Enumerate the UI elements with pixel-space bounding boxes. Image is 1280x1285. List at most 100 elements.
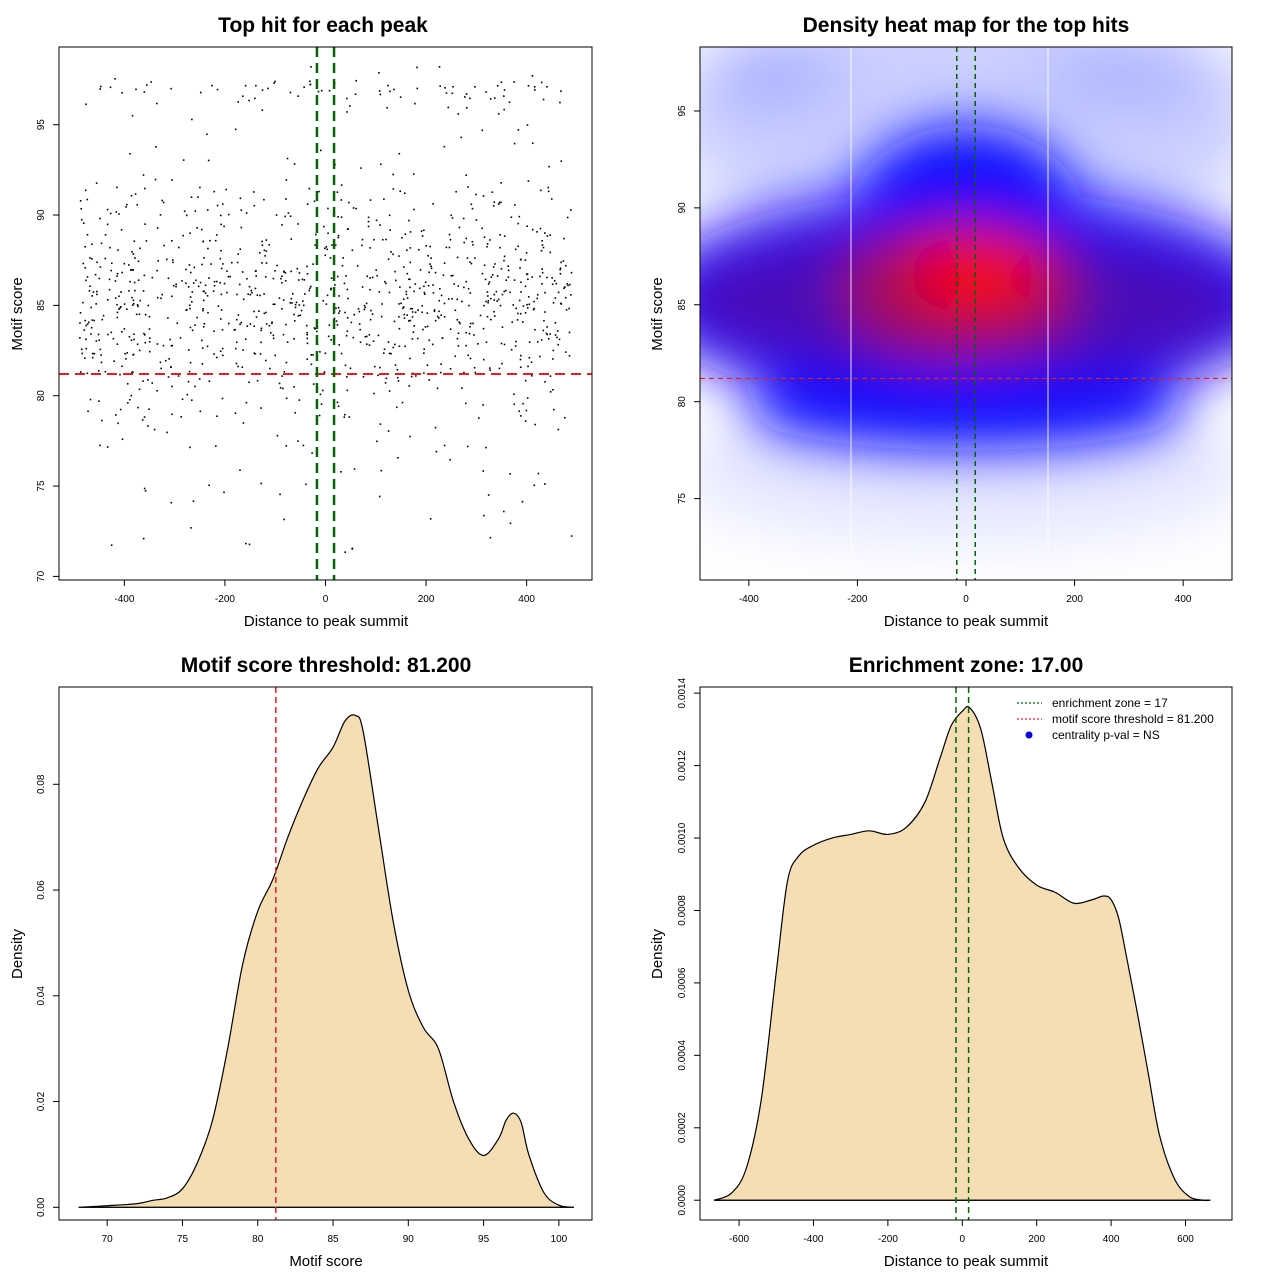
scatter-point [481, 129, 484, 132]
scatter-point [421, 311, 424, 314]
scatter-point [363, 304, 366, 307]
distance-density-xtick-label: 200 [1028, 1234, 1045, 1245]
scatter-point [540, 249, 543, 252]
scatter-point [390, 251, 392, 253]
scatter-point [487, 299, 490, 302]
scatter-point [551, 283, 554, 286]
scatter-point [327, 207, 329, 210]
scatter-point [85, 103, 87, 106]
scatter-point [290, 270, 292, 273]
score-density-xtick-label: 90 [403, 1234, 415, 1245]
scatter-point [430, 265, 432, 268]
scatter-point [162, 201, 165, 204]
heatmap-xtick-label: -400 [739, 594, 759, 605]
scatter-point [210, 263, 212, 265]
scatter-point [499, 234, 501, 236]
scatter-point [360, 167, 362, 169]
scatter-point [531, 228, 534, 231]
scatter-point [297, 440, 299, 442]
score-density-xlabel: Motif score [289, 1253, 362, 1270]
scatter-point [541, 283, 543, 285]
scatter-point [438, 66, 441, 68]
scatter-point [160, 297, 162, 300]
scatter-point [541, 244, 544, 246]
scatter-point [206, 133, 208, 136]
scatter-point [249, 323, 252, 325]
scatter-point [203, 323, 206, 325]
scatter-point [260, 341, 262, 344]
scatter-point [570, 271, 573, 274]
scatter-point [138, 313, 141, 316]
scatter-point [161, 199, 164, 202]
scatter-point [343, 416, 346, 419]
scatter-point [557, 291, 560, 294]
scatter-point [250, 289, 253, 292]
scatter-point [359, 328, 361, 331]
scatter-point [131, 304, 134, 306]
scatter-point [481, 272, 484, 275]
scatter-point [530, 361, 533, 364]
scatter-point [384, 382, 387, 384]
scatter-point [362, 375, 365, 378]
scatter-point [89, 398, 92, 401]
scatter-point [139, 299, 141, 302]
scatter-point [278, 382, 281, 385]
scatter-point [469, 325, 471, 328]
scatter-point [168, 358, 170, 360]
scatter-point [568, 331, 571, 334]
heatmap-xtick-label: -200 [847, 594, 867, 605]
scatter-point [221, 347, 224, 350]
scatter-point [487, 301, 489, 304]
scatter-point [402, 306, 405, 308]
scatter-point [170, 345, 173, 347]
scatter-point [121, 438, 124, 441]
scatter-point [336, 191, 339, 194]
scatter-point [417, 248, 420, 251]
distance-density-xtick-label: -200 [878, 1234, 898, 1245]
scatter-point [309, 287, 311, 290]
scatter-point [443, 145, 446, 148]
scatter-point [369, 277, 371, 279]
scatter-point [99, 217, 101, 220]
scatter-point [235, 362, 238, 365]
scatter-point [492, 266, 495, 268]
scatter-point [206, 345, 209, 348]
scatter-point [144, 341, 147, 344]
scatter-point [237, 314, 240, 316]
scatter-point [542, 98, 545, 101]
scatter-point [173, 284, 175, 287]
scatter-point [216, 356, 218, 359]
scatter-point [206, 295, 209, 297]
scatter-point [322, 299, 325, 302]
scatter-point [219, 281, 221, 284]
scatter-point [230, 261, 233, 264]
scatter-point [533, 307, 536, 310]
scatter-point [192, 282, 195, 284]
scatter-point [259, 353, 262, 355]
scatter-point [393, 88, 395, 91]
scatter-point [96, 261, 98, 264]
scatter-point [271, 321, 273, 324]
scatter-point [366, 275, 369, 278]
scatter-point [313, 200, 316, 203]
scatter-point [378, 72, 380, 74]
scatter-point [402, 298, 405, 300]
scatter-point [471, 207, 474, 210]
scatter-point [507, 276, 510, 278]
scatter-point [171, 239, 173, 242]
scatter-point [457, 113, 460, 115]
scatter-point [352, 336, 355, 339]
distance-density-axes: -600 -400 -200 0 200 400 600 0.0000 0.0002 0.0004… [677, 677, 1194, 1245]
scatter-point [120, 229, 123, 231]
scatter-point [253, 191, 255, 193]
scatter-point [297, 315, 300, 317]
scatter-point [453, 283, 455, 285]
scatter-point [447, 106, 450, 109]
scatter-point [220, 293, 223, 296]
scatter-point [117, 422, 119, 425]
scatter-point [251, 291, 253, 294]
scatter-point [114, 78, 116, 80]
scatter-point [513, 279, 516, 281]
scatter-point [91, 356, 94, 359]
scatter-point [216, 88, 219, 91]
